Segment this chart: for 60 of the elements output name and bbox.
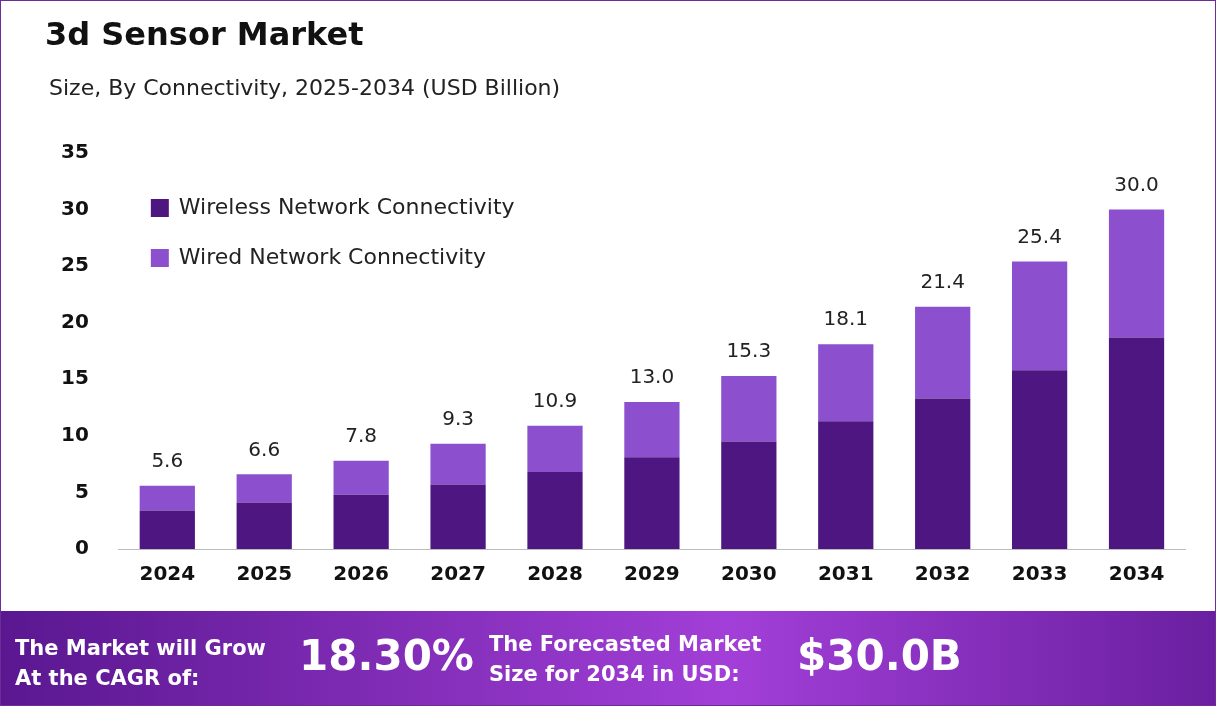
bar xyxy=(818,421,874,549)
x-tick-label: 2024 xyxy=(139,561,196,586)
x-tick-label: 2030 xyxy=(721,561,777,586)
x-tick-label: 2028 xyxy=(527,561,583,586)
y-tick-label: 10 xyxy=(60,422,89,447)
bar xyxy=(1108,337,1165,549)
bar xyxy=(624,401,680,458)
bar xyxy=(1011,261,1068,371)
x-tick-label: 2034 xyxy=(1108,561,1165,586)
bar xyxy=(1108,209,1165,338)
bar xyxy=(1011,370,1068,549)
bar xyxy=(624,457,680,549)
total-label: 13.0 xyxy=(629,364,675,389)
bar xyxy=(915,398,971,549)
x-tick-label: 2032 xyxy=(914,561,971,586)
y-tick-label: 5 xyxy=(74,478,89,503)
legend-label: Wireless Network Connectivity xyxy=(178,193,515,219)
text: The Forecasted Market Size for 2034 in USD: xyxy=(489,631,763,688)
total-label: 25.4 xyxy=(1017,223,1062,248)
bar xyxy=(139,510,195,549)
bar xyxy=(333,494,389,549)
bar xyxy=(527,472,583,549)
total-label: 6.6 xyxy=(248,436,281,461)
text: 18.30% xyxy=(299,631,474,680)
bar xyxy=(430,443,486,485)
bar xyxy=(527,425,583,473)
total-label: 18.1 xyxy=(823,306,869,331)
text: The Market will Grow At the CAGR of: xyxy=(15,635,267,692)
total-label: 10.9 xyxy=(532,387,578,412)
y-tick-label: 30 xyxy=(60,195,89,220)
bar xyxy=(721,441,777,549)
total-label: 15.3 xyxy=(726,338,772,363)
x-tick-label: 2025 xyxy=(236,561,293,586)
bar xyxy=(333,460,389,495)
bar xyxy=(430,484,486,549)
bar xyxy=(139,485,195,511)
bar xyxy=(236,502,292,549)
total-label: 5.6 xyxy=(151,447,184,472)
x-tick-label: 2026 xyxy=(333,561,389,586)
text: $30.0B xyxy=(797,631,962,680)
x-tick-label: 2033 xyxy=(1011,561,1068,586)
x-tick-label: 2031 xyxy=(817,561,874,586)
bar xyxy=(236,474,292,503)
total-label: 9.3 xyxy=(442,405,474,430)
bar xyxy=(915,306,971,399)
chart-title: 3d Sensor Market xyxy=(45,15,364,53)
y-tick-label: 0 xyxy=(74,535,89,560)
y-tick-label: 20 xyxy=(60,308,89,333)
y-tick-label: 15 xyxy=(60,365,89,390)
total-label: 21.4 xyxy=(920,269,965,294)
chart-subtitle: Size, By Connectivity, 2025-2034 (USD Billion) xyxy=(49,75,561,100)
x-tick-label: 2029 xyxy=(624,561,680,586)
total-label: 7.8 xyxy=(345,422,378,447)
bar xyxy=(818,344,874,422)
bar xyxy=(721,375,777,442)
y-tick-label: 25 xyxy=(60,252,89,277)
legend-label: Wired Network Connectivity xyxy=(178,243,486,269)
y-tick-label: 35 xyxy=(60,139,89,164)
x-tick-label: 2027 xyxy=(430,561,486,586)
total-label: 30.0 xyxy=(1114,171,1159,196)
